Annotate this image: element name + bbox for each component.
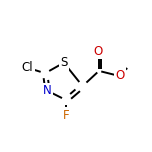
- Text: Cl: Cl: [22, 61, 33, 74]
- Text: N: N: [43, 84, 52, 97]
- Text: O: O: [115, 69, 125, 82]
- Text: F: F: [63, 109, 69, 122]
- Text: O: O: [93, 45, 102, 57]
- Text: S: S: [60, 56, 67, 69]
